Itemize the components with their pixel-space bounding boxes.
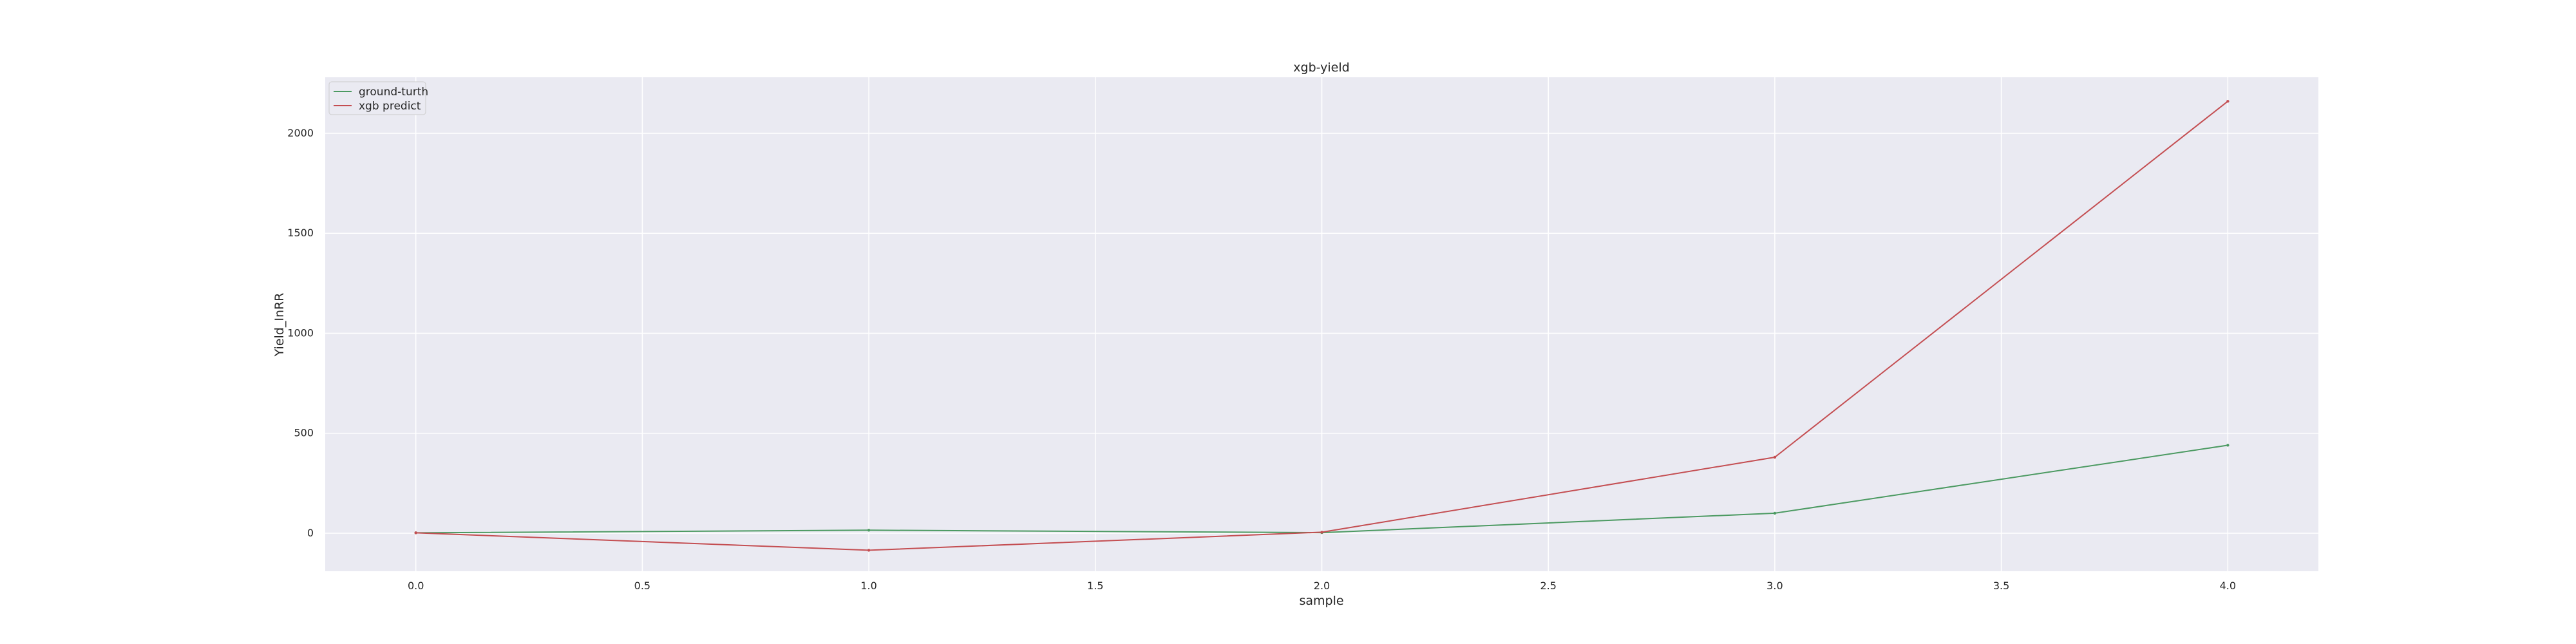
data-point-xgb-predict [1773,455,1777,459]
y-tick-label: 0 [307,527,314,539]
x-tick-label: 3.5 [1993,580,2009,592]
data-point-ground-turth [2226,444,2230,447]
legend-label-xgb-predict: xgb predict [359,100,421,113]
x-tick-label: 4.0 [2220,580,2236,592]
data-point-ground-turth [1773,511,1777,515]
data-point-xgb-predict [867,549,871,552]
y-tick-labels: 0 500 1000 1500 2000 [287,127,314,539]
y-tick-label: 1000 [287,327,314,339]
x-tick-label: 0.5 [634,580,650,592]
x-tick-label: 1.0 [860,580,876,592]
legend-box [328,81,426,115]
data-point-xgb-predict [414,531,417,535]
data-point-xgb-predict [1320,531,1323,534]
data-point-ground-turth [867,529,871,532]
x-tick-label: 2.0 [1314,580,1330,592]
data-point-xgb-predict [2226,100,2230,103]
x-tick-label: 2.5 [1540,580,1556,592]
legend-label-ground-turth: ground-turth [359,86,428,99]
x-tick-label: 0.0 [408,580,424,592]
legend: ground-turth xgb predict [328,81,428,115]
y-tick-label: 1500 [287,227,314,239]
x-axis-title: sample [1299,594,1343,608]
x-tick-label: 3.0 [1766,580,1783,592]
y-tick-label: 500 [294,427,314,439]
series-lines [414,100,2230,552]
y-tick-label: 2000 [287,127,314,139]
x-tick-labels: 0.0 0.5 1.0 1.5 2.0 2.5 3.0 3.5 4.0 [408,580,2236,592]
chart-title: xgb-yield [1293,61,1349,75]
x-tick-label: 1.5 [1087,580,1103,592]
y-axis-title: Yield_InRR [272,293,287,357]
